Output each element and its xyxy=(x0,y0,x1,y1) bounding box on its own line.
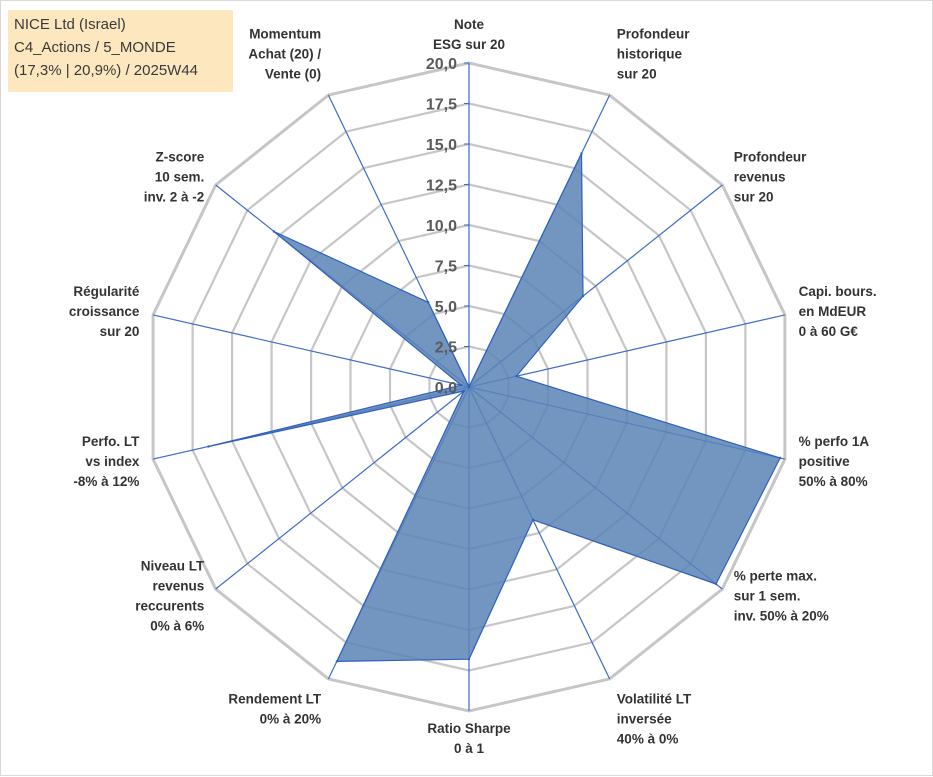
axis-label-line: Z-score xyxy=(156,150,205,165)
axis-label-line: 0 à 1 xyxy=(454,741,485,756)
axis-label: Momentum Achat (20) / Vente (0) xyxy=(248,26,321,81)
title-line-1: NICE Ltd (Israel) xyxy=(14,16,126,33)
data-point xyxy=(778,456,782,460)
axis-label-line: Profondeur xyxy=(617,26,690,41)
axis-label-line: sur 20 xyxy=(100,324,140,339)
axis-label-line: revenus xyxy=(153,579,205,594)
data-point xyxy=(581,294,585,298)
axis-label-line: sur 20 xyxy=(734,190,774,205)
axis-label-line: en MdEUR xyxy=(799,304,867,319)
tick-label: 0,0 xyxy=(435,380,457,397)
axis-label-line: % perte max. xyxy=(734,569,817,584)
axis-label-line: Perfo. LT xyxy=(82,434,140,449)
axis-label: Note ESG sur 20 xyxy=(433,17,505,52)
axis-label-line: 50% à 80% xyxy=(799,474,868,489)
title-line-3: (17,3% | 20,9%) / 2025W44 xyxy=(14,62,198,79)
axis-label-line: Ratio Sharpe xyxy=(427,721,511,736)
axis-label-line: Profondeur xyxy=(734,150,807,165)
axis-label: Perfo. LT vs index -8% à 12% xyxy=(73,434,140,489)
tick-label: 17,5 xyxy=(426,97,457,114)
axis-spoke xyxy=(152,314,470,388)
axis-label-line: sur 1 sem. xyxy=(734,589,801,604)
axis-spoke xyxy=(468,314,786,388)
axis-label-line: 0 à 60 G€ xyxy=(799,324,859,339)
tick-label: 2,5 xyxy=(435,340,457,357)
data-point xyxy=(467,385,471,389)
data-point xyxy=(207,445,210,448)
axis-label-line: historique xyxy=(617,46,683,61)
axis-label-line: croissance xyxy=(69,304,140,319)
axis-label-line: positive xyxy=(799,454,851,469)
axis-label-line: 0% à 6% xyxy=(150,619,204,634)
axis-label-line: Momentum xyxy=(249,26,321,41)
axis-label-line: 40% à 0% xyxy=(617,732,679,747)
axis-label: Capi. bours. en MdEUR 0 à 60 G€ xyxy=(799,284,877,339)
tick-label: 15,0 xyxy=(426,137,457,154)
axis-label-line: % perfo 1A xyxy=(799,434,870,449)
axis-label-line: sur 20 xyxy=(617,66,657,81)
axis-label-line: Capi. bours. xyxy=(799,284,877,299)
data-point xyxy=(531,518,535,521)
data-point xyxy=(459,384,463,387)
axis-label: Profondeur revenus sur 20 xyxy=(734,150,807,205)
axis-spoke xyxy=(215,386,470,590)
tick-label: 7,5 xyxy=(435,259,457,276)
axis-label: Rendement LT 0% à 20% xyxy=(228,692,322,727)
axis-label: Régularité croissance sur 20 xyxy=(69,284,140,339)
data-point xyxy=(467,658,471,661)
data-point xyxy=(462,389,466,393)
axis-label: % perfo 1A positive 50% à 80% xyxy=(799,434,870,489)
axis-label-line: inversée xyxy=(617,712,672,727)
data-point xyxy=(515,375,518,378)
axis-label: % perte max. sur 1 sem. inv. 50% à 20% xyxy=(734,569,829,624)
data-point xyxy=(580,152,583,155)
axis-label-line: inv. 2 à -2 xyxy=(144,190,205,205)
tick-label: 20,0 xyxy=(426,56,457,73)
axis-label-line: Niveau LT xyxy=(141,559,205,574)
axis-label-line: inv. 50% à 20% xyxy=(734,609,829,624)
data-point xyxy=(335,660,339,663)
axis-label: Z-score 10 sem. inv. 2 à -2 xyxy=(144,150,205,205)
axis-label-line: 10 sem. xyxy=(155,170,205,185)
data-point xyxy=(714,582,718,586)
axis-label: Niveau LT revenus reccurents 0% à 6% xyxy=(135,559,205,634)
axis-label-line: Note xyxy=(454,17,484,32)
tick-label: 5,0 xyxy=(435,299,457,316)
data-point xyxy=(272,230,276,233)
axis-label-line: ESG sur 20 xyxy=(433,37,505,52)
data-point xyxy=(427,301,430,304)
axis-label-line: Régularité xyxy=(73,284,140,299)
axis-label: Ratio Sharpe 0 à 1 xyxy=(427,721,511,756)
axis-label: Profondeur historique sur 20 xyxy=(617,26,690,81)
axis-label-line: 0% à 20% xyxy=(260,712,322,727)
title-box: NICE Ltd (Israel) C4_Actions / 5_MONDE (… xyxy=(8,10,233,92)
axis-label: Volatilité LT inversée 40% à 0% xyxy=(617,692,692,747)
axis-label-line: Rendement LT xyxy=(228,692,322,707)
axis-label-line: reccurents xyxy=(135,599,204,614)
axis-label-line: vs index xyxy=(85,454,140,469)
axis-label-line: Volatilité LT xyxy=(617,692,692,707)
title-line-2: C4_Actions / 5_MONDE xyxy=(14,39,176,56)
tick-label: 10,0 xyxy=(426,218,457,235)
axis-label-line: Achat (20) / xyxy=(248,46,321,61)
axis-label-line: Vente (0) xyxy=(265,66,321,81)
axis-label-line: revenus xyxy=(734,170,786,185)
axis-label-line: -8% à 12% xyxy=(73,474,139,489)
tick-label: 12,5 xyxy=(426,178,457,195)
